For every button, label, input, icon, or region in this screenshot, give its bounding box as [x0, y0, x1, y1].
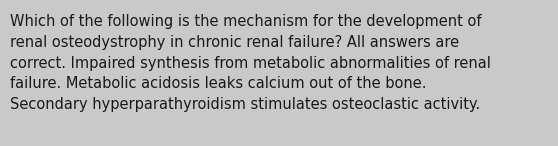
Text: Which of the following is the mechanism for the development of
renal osteodystro: Which of the following is the mechanism …: [10, 14, 491, 112]
